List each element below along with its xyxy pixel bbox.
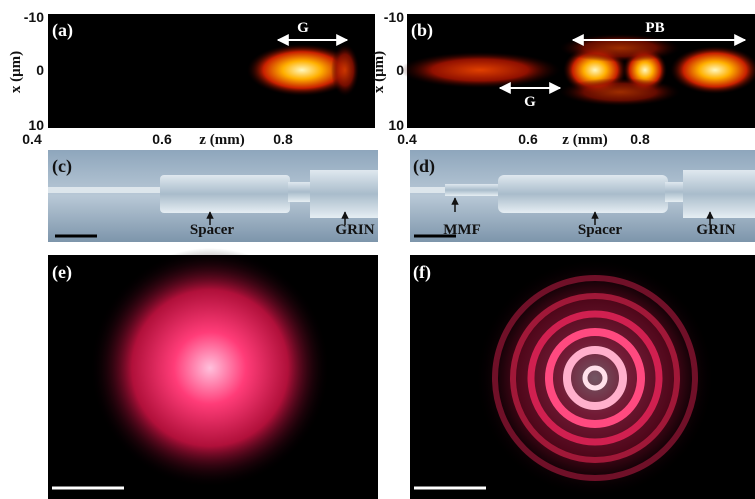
beam-lobe <box>560 34 680 62</box>
tick: 0.6 <box>152 131 172 147</box>
annotation: Spacer <box>190 222 235 238</box>
panel-label: (d) <box>413 156 435 177</box>
beam-spot <box>90 248 330 488</box>
tick: 0 <box>36 62 44 78</box>
tick: 0.4 <box>22 131 42 147</box>
grin <box>683 170 755 218</box>
axis-label: z (mm) <box>562 132 607 148</box>
axis-label: x (μm) <box>371 51 387 93</box>
panel-label: (f) <box>413 262 431 283</box>
tick: -10 <box>384 9 404 25</box>
panel-label: (a) <box>52 20 73 41</box>
annotation: GRIN <box>335 222 374 238</box>
tick: 0.8 <box>630 131 650 147</box>
tick: 0.8 <box>273 131 293 147</box>
annotation: GRIN <box>696 222 735 238</box>
page: G (a) -10 0 10 x (μm) 0.4 0.6 0.8 z (mm)… <box>0 0 755 499</box>
tick: 0.6 <box>518 131 538 147</box>
beam-lobe <box>400 52 560 88</box>
panel-label: (e) <box>52 262 72 283</box>
axis-label: x (μm) <box>8 51 24 93</box>
grin <box>310 170 378 218</box>
axis-label: z (mm) <box>199 132 244 148</box>
annotation: MMF <box>443 222 480 238</box>
fiber <box>48 187 163 193</box>
tick: 0 <box>396 62 404 78</box>
neck <box>665 182 685 202</box>
figure: G (a) -10 0 10 x (μm) 0.4 0.6 0.8 z (mm)… <box>0 0 755 499</box>
mmf <box>445 184 500 196</box>
annotation: Spacer <box>578 222 623 238</box>
beam-lobe <box>560 78 680 106</box>
panel-label: (b) <box>411 20 433 41</box>
panel-label: (c) <box>52 156 72 177</box>
spacer <box>160 175 290 213</box>
annotation: PB <box>645 20 664 36</box>
neck <box>288 182 313 202</box>
annotation: G <box>297 20 309 36</box>
tick: -10 <box>24 9 44 25</box>
tick: 0.4 <box>397 131 417 147</box>
annotation: G <box>524 94 536 110</box>
beam-tail <box>331 44 359 96</box>
spacer <box>498 175 668 213</box>
